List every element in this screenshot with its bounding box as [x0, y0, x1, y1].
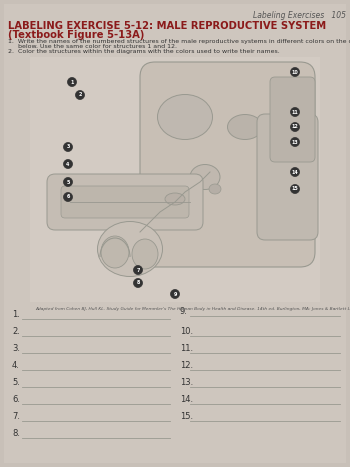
- Text: 3.: 3.: [12, 344, 20, 353]
- Ellipse shape: [132, 239, 158, 269]
- Text: 6.: 6.: [12, 395, 20, 404]
- Text: 13: 13: [292, 140, 298, 144]
- Circle shape: [290, 137, 300, 147]
- Text: 2: 2: [78, 92, 82, 98]
- Text: 13.: 13.: [180, 378, 193, 387]
- Circle shape: [133, 278, 142, 288]
- Text: 6: 6: [66, 194, 70, 199]
- Circle shape: [290, 184, 300, 193]
- Circle shape: [63, 142, 72, 151]
- Circle shape: [290, 168, 300, 177]
- Text: 2.: 2.: [12, 327, 20, 336]
- Circle shape: [63, 177, 72, 186]
- Ellipse shape: [209, 184, 221, 194]
- FancyBboxPatch shape: [61, 186, 189, 218]
- FancyBboxPatch shape: [257, 114, 318, 240]
- Circle shape: [290, 107, 300, 116]
- Text: 9: 9: [173, 291, 177, 297]
- Circle shape: [290, 68, 300, 77]
- Text: Labeling Exercises   105: Labeling Exercises 105: [253, 11, 346, 20]
- Text: 8.: 8.: [12, 429, 20, 438]
- Text: 5: 5: [66, 179, 70, 184]
- Text: 11.: 11.: [180, 344, 193, 353]
- Circle shape: [290, 122, 300, 132]
- Text: 1.: 1.: [12, 310, 20, 319]
- Text: 10.: 10.: [180, 327, 193, 336]
- Text: 10: 10: [292, 70, 298, 75]
- Text: 8: 8: [136, 281, 140, 285]
- Text: 14.: 14.: [180, 395, 193, 404]
- Circle shape: [170, 290, 180, 298]
- Text: 5.: 5.: [12, 378, 20, 387]
- Ellipse shape: [98, 221, 162, 276]
- Ellipse shape: [158, 94, 212, 140]
- Text: 2.  Color the structures within the diagrams with the colors used to write their: 2. Color the structures within the diagr…: [8, 49, 280, 54]
- Text: Adapted from Cohen BJ, Hull KL. Study Guide for Memmler's The Human Body in Heal: Adapted from Cohen BJ, Hull KL. Study Gu…: [35, 307, 350, 311]
- FancyBboxPatch shape: [30, 57, 320, 302]
- Text: 11: 11: [292, 109, 298, 114]
- Ellipse shape: [101, 236, 129, 268]
- Text: 7: 7: [136, 268, 140, 273]
- Text: below. Use the same color for structures 1 and 12.: below. Use the same color for structures…: [8, 44, 177, 49]
- FancyBboxPatch shape: [140, 62, 315, 267]
- Text: 7.: 7.: [12, 412, 20, 421]
- Circle shape: [63, 160, 72, 169]
- Text: 3: 3: [66, 144, 70, 149]
- Ellipse shape: [190, 164, 220, 190]
- Text: 15: 15: [292, 186, 298, 191]
- Circle shape: [63, 192, 72, 201]
- FancyBboxPatch shape: [47, 174, 203, 230]
- Ellipse shape: [228, 114, 262, 140]
- Text: 12.: 12.: [180, 361, 193, 370]
- Text: 12: 12: [292, 125, 298, 129]
- FancyBboxPatch shape: [270, 77, 315, 162]
- Circle shape: [133, 266, 142, 275]
- Ellipse shape: [165, 193, 185, 205]
- Text: (Textbook Figure 5-13A): (Textbook Figure 5-13A): [8, 30, 144, 40]
- Text: 1: 1: [70, 79, 74, 85]
- Text: 14: 14: [292, 170, 298, 175]
- Text: 1.  Write the names of the numbered structures of the male reproductive systems : 1. Write the names of the numbered struc…: [8, 39, 350, 44]
- Circle shape: [68, 78, 77, 86]
- Text: 15.: 15.: [180, 412, 193, 421]
- Text: 4.: 4.: [12, 361, 20, 370]
- FancyBboxPatch shape: [4, 4, 346, 463]
- Text: 4: 4: [66, 162, 70, 167]
- Text: LABELING EXERCISE 5-12: MALE REPRODUCTIVE SYSTEM: LABELING EXERCISE 5-12: MALE REPRODUCTIV…: [8, 21, 326, 31]
- Text: 9.: 9.: [180, 307, 188, 316]
- Circle shape: [76, 91, 84, 99]
